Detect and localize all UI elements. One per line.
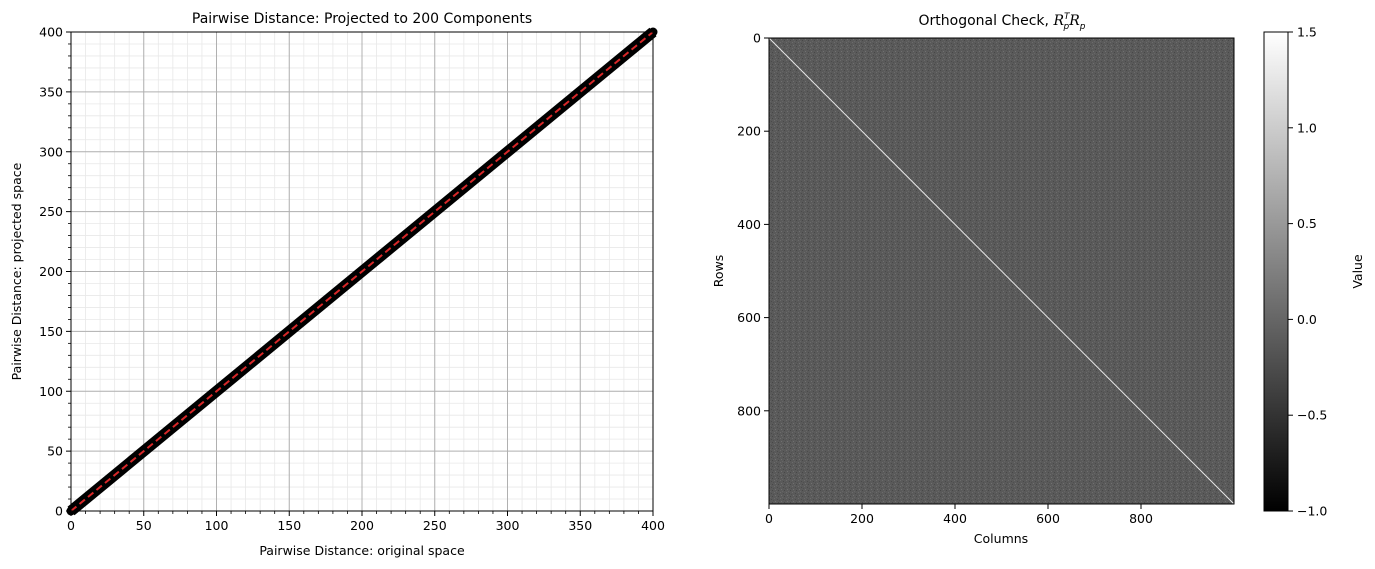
- scatter-y-tick-label: 100: [39, 384, 63, 399]
- scatter-y-tick-label: 50: [47, 444, 63, 459]
- colorbar-tick-label: 1.0: [1297, 120, 1317, 135]
- colorbar-tick-label: −0.5: [1297, 408, 1327, 423]
- heatmap-x-tick-label: 600: [1036, 511, 1060, 526]
- scatter-x-tick-label: 400: [641, 518, 665, 533]
- heatmap-y-tick-label: 200: [737, 124, 761, 139]
- heatmap-x-tick-label: 0: [765, 511, 773, 526]
- scatter-x-ticks: 0 50 100 150 200 250 300 350 400: [67, 511, 665, 533]
- heatmap-title-prefix: Orthogonal Check,: [919, 13, 1054, 29]
- heatmap-y-tick-label: 400: [737, 217, 761, 232]
- colorbar: [1263, 31, 1289, 512]
- scatter-title: Pairwise Distance: Projected to 200 Comp…: [192, 11, 532, 27]
- heatmap-y-tick-label: 0: [753, 31, 761, 46]
- scatter-y-tick-label: 400: [39, 25, 63, 40]
- heatmap-x-tick-label: 800: [1129, 511, 1153, 526]
- heatmap-diagonal: [768, 37, 1235, 505]
- colorbar-tick-label: 0.5: [1297, 216, 1317, 231]
- scatter-chart: Pairwise Distance: Projected to 200 Comp…: [9, 11, 665, 558]
- scatter-y-tick-label: 250: [39, 204, 63, 219]
- scatter-y-ticks: 0 50 100 150 200 250 300 350 400: [39, 25, 71, 519]
- heatmap-title-math-sub-2: p: [1079, 22, 1086, 32]
- scatter-x-tick-label: 350: [568, 518, 592, 533]
- heatmap-title: Orthogonal Check, RT pRp: [919, 12, 1086, 32]
- heatmap-axes-frame: [768, 37, 1235, 505]
- heatmap-title-math-sub: p: [1062, 22, 1069, 32]
- colorbar-label: Value: [1350, 254, 1365, 289]
- colorbar-tick-label: 1.5: [1297, 25, 1317, 40]
- heatmap-x-ticks: 0 200 400 600 800: [765, 504, 1153, 526]
- scatter-x-tick-label: 150: [277, 518, 301, 533]
- scatter-x-tick-label: 0: [67, 518, 75, 533]
- heatmap-x-tick-label: 400: [943, 511, 967, 526]
- scatter-reference-line: [70, 31, 654, 512]
- heatmap-y-ticks: 0 200 400 600 800: [737, 31, 769, 418]
- heatmap-title-math-2: R: [1068, 13, 1080, 29]
- heatmap-y-label: Rows: [711, 255, 726, 288]
- scatter-x-tick-label: 250: [423, 518, 447, 533]
- scatter-y-label: Pairwise Distance: projected space: [9, 162, 24, 380]
- scatter-y-tick-label: 350: [39, 84, 63, 99]
- heatmap-x-label: Columns: [974, 531, 1028, 546]
- heatmap-title-math: R: [1052, 13, 1064, 29]
- heatmap-y-tick-label: 600: [737, 310, 761, 325]
- scatter-y-tick-label: 0: [55, 504, 63, 519]
- colorbar-tick-label: −1.0: [1297, 504, 1327, 519]
- scatter-x-tick-label: 100: [205, 518, 229, 533]
- colorbar-tick-label: 0.0: [1297, 312, 1317, 327]
- scatter-y-tick-label: 150: [39, 324, 63, 339]
- heatmap-title-math-sup: T: [1064, 12, 1071, 22]
- scatter-x-label: Pairwise Distance: original space: [259, 543, 465, 558]
- scatter-x-tick-label: 200: [350, 518, 374, 533]
- scatter-x-tick-label: 50: [136, 518, 152, 533]
- scatter-y-tick-label: 300: [39, 144, 63, 159]
- heatmap-y-tick-label: 800: [737, 403, 761, 418]
- heatmap-x-tick-label: 200: [850, 511, 874, 526]
- colorbar-ticks: 1.5 1.0 0.5 0.0 −0.5 −1.0: [1288, 25, 1327, 519]
- scatter-x-tick-label: 300: [496, 518, 520, 533]
- heatmap-chart: Orthogonal Check, RT pRp 0 200 400 600 800 02…: [711, 12, 1365, 546]
- scatter-y-tick-label: 200: [39, 264, 63, 279]
